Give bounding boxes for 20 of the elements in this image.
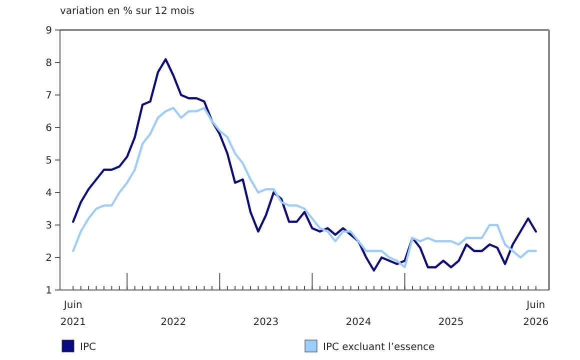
x-tick-label: 2024 xyxy=(346,317,372,328)
y-tick-label: 7 xyxy=(46,90,52,102)
y-tick-label: 5 xyxy=(46,156,52,166)
x-tick-label: Juin 2026 xyxy=(523,300,549,328)
y-axis-title: variation en % sur 12 mois xyxy=(60,6,194,17)
y-tick-label: 1 xyxy=(46,286,52,296)
y-tick-label: 4 xyxy=(46,188,52,199)
y-tick-label: 8 xyxy=(46,58,52,69)
x-tick-label: 2025 xyxy=(438,317,464,328)
y-tick-label: 6 xyxy=(46,123,52,134)
legend-label: IPC excluant l’essence xyxy=(323,342,435,353)
x-tick-label: Juin 2021 xyxy=(60,300,86,328)
x-tick-label: 2023 xyxy=(253,317,279,328)
line-series xyxy=(72,106,537,268)
legend-label: IPC xyxy=(80,342,96,353)
x-tick-label: 2022 xyxy=(160,317,186,328)
y-tick-label: 9 xyxy=(46,26,52,36)
line-series xyxy=(72,58,537,272)
y-tick-label: 3 xyxy=(46,220,52,232)
y-tick-label: 2 xyxy=(46,253,52,264)
